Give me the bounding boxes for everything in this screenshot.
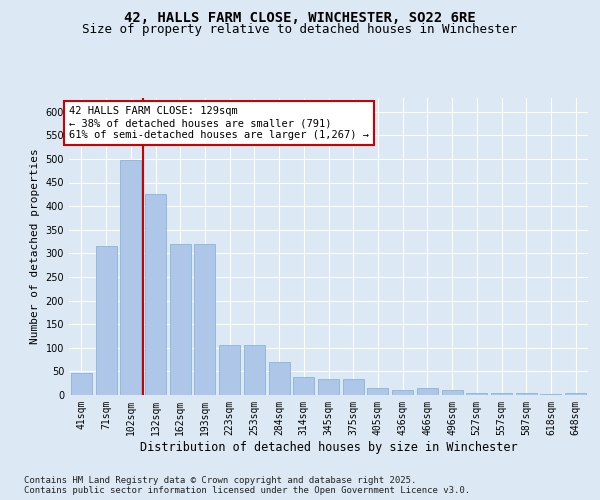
Bar [170,244,191,395]
Bar [392,390,413,395]
Text: 42 HALLS FARM CLOSE: 129sqm
← 38% of detached houses are smaller (791)
61% of se: 42 HALLS FARM CLOSE: 129sqm ← 38% of det… [69,106,369,140]
Bar [194,244,215,395]
X-axis label: Distribution of detached houses by size in Winchester: Distribution of detached houses by size … [140,440,517,454]
Bar [71,373,92,395]
Bar [269,362,290,395]
Bar [318,380,339,395]
Text: Contains HM Land Registry data © Crown copyright and database right 2025.
Contai: Contains HM Land Registry data © Crown c… [24,476,470,495]
Bar [466,392,487,395]
Bar [293,377,314,395]
Bar [367,388,388,395]
Bar [219,346,240,395]
Bar [120,160,141,395]
Bar [516,392,537,395]
Text: 42, HALLS FARM CLOSE, WINCHESTER, SO22 6RE: 42, HALLS FARM CLOSE, WINCHESTER, SO22 6… [124,10,476,24]
Bar [244,346,265,395]
Bar [145,194,166,395]
Bar [442,390,463,395]
Y-axis label: Number of detached properties: Number of detached properties [30,148,40,344]
Bar [417,388,438,395]
Bar [343,380,364,395]
Bar [95,246,116,395]
Text: Size of property relative to detached houses in Winchester: Size of property relative to detached ho… [83,24,517,36]
Bar [491,392,512,395]
Bar [541,394,562,395]
Bar [565,392,586,395]
